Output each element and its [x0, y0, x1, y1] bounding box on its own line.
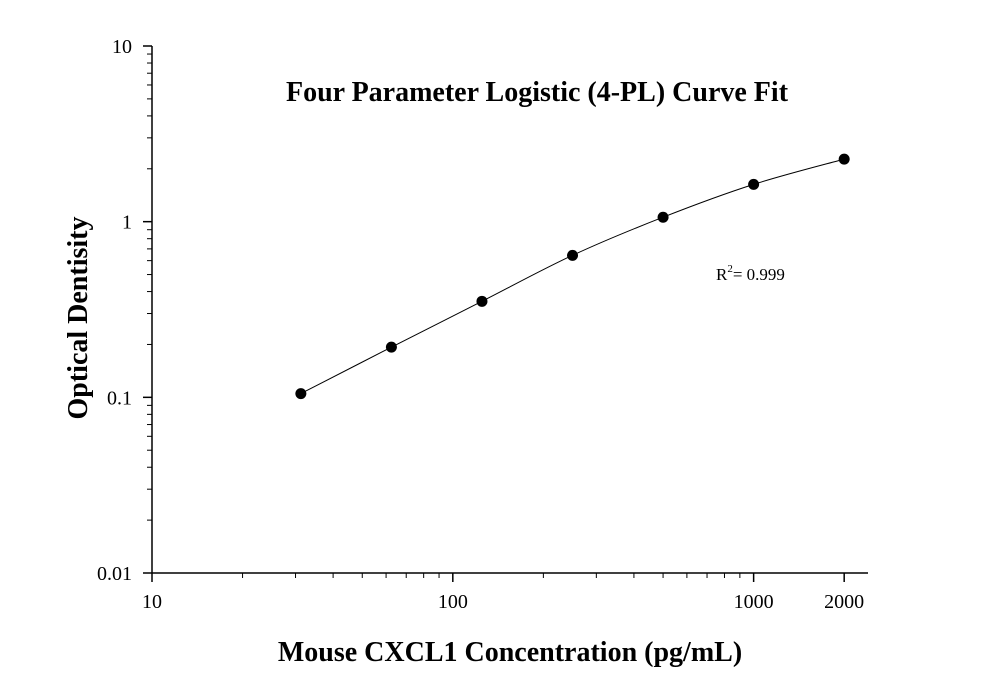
x-tick-label: 10: [142, 591, 162, 613]
data-point: [476, 295, 488, 307]
axes: 0.01 0.1 1 10 10 100 1000 2000: [97, 36, 868, 613]
data-point: [385, 341, 397, 353]
x-tick-label: 2000: [824, 591, 864, 613]
data-point: [838, 153, 850, 165]
data-point: [657, 211, 669, 223]
y-tick-label: 0.01: [97, 563, 132, 585]
x-tick-label: 100: [438, 591, 468, 613]
x-axis-label: Mouse CXCL1 Concentration (pg/mL): [278, 637, 742, 668]
data-points-layer: [295, 153, 850, 400]
data-point: [567, 249, 579, 261]
y-tick-label: 10: [112, 36, 132, 58]
r2-superscript: 2: [727, 263, 733, 275]
data-point: [295, 388, 307, 400]
x-tick-label: 1000: [734, 591, 774, 613]
chart-title: Four Parameter Logistic (4-PL) Curve Fit: [286, 77, 789, 108]
r-squared-annotation: R2= 0.999: [716, 263, 785, 284]
y-tick-label: 0.1: [107, 387, 132, 409]
r2-label: R: [716, 265, 728, 284]
y-tick-label: 1: [122, 212, 132, 234]
y-axis-label: Optical Dentisity: [63, 217, 94, 420]
r2-value: = 0.999: [733, 265, 785, 284]
data-point: [748, 178, 760, 190]
